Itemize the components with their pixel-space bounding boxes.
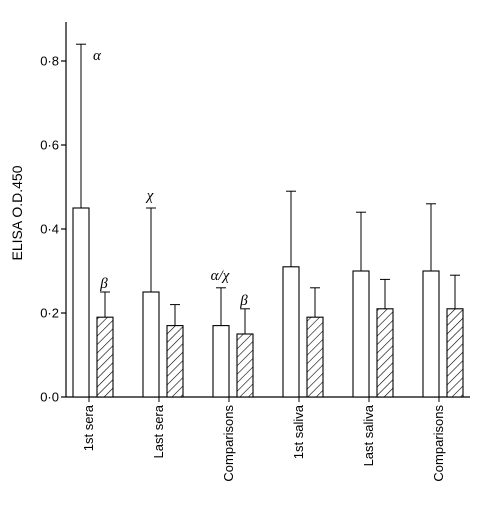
significance-label: β (99, 276, 108, 292)
bar-open (72, 207, 90, 398)
x-tick-label: Last sera (151, 404, 166, 458)
bar-hatched (166, 325, 184, 398)
x-tick-label: Comparisons (431, 405, 446, 482)
bars (72, 43, 464, 398)
y-tick-label: 0·0 (40, 390, 59, 405)
x-tick-label: Comparisons (221, 405, 236, 482)
significance-label: β (239, 293, 248, 309)
bar-hatched (236, 333, 254, 398)
bar-hatched (306, 316, 324, 398)
bar-hatched (446, 308, 464, 398)
bar-hatched (376, 308, 394, 398)
annotations: α β χ α/χ β (93, 48, 248, 309)
bar-open (142, 291, 160, 398)
y-tick-label: 0·4 (40, 222, 59, 237)
significance-label: χ (145, 188, 154, 204)
y-tick-label: 0·6 (40, 138, 59, 153)
y-axis-title: ELISA O.D.450 (9, 165, 25, 260)
x-tick-label: 1st saliva (291, 404, 306, 459)
y-tick-label: 0·8 (40, 54, 59, 69)
significance-label: α/χ (211, 268, 230, 284)
bar-open (282, 266, 300, 398)
axes: 0·0 0·2 0·4 0·6 0·8 1st sera Last sera Comparis… (40, 22, 470, 482)
x-tick-label: Last saliva (361, 404, 376, 466)
bar-open (212, 325, 230, 398)
bar-open (422, 270, 440, 398)
bar-hatched (96, 316, 114, 398)
x-tick-label: 1st sera (81, 404, 96, 451)
y-tick-label: 0·2 (40, 306, 59, 321)
bar-open (352, 270, 370, 398)
significance-label: α (93, 48, 102, 64)
